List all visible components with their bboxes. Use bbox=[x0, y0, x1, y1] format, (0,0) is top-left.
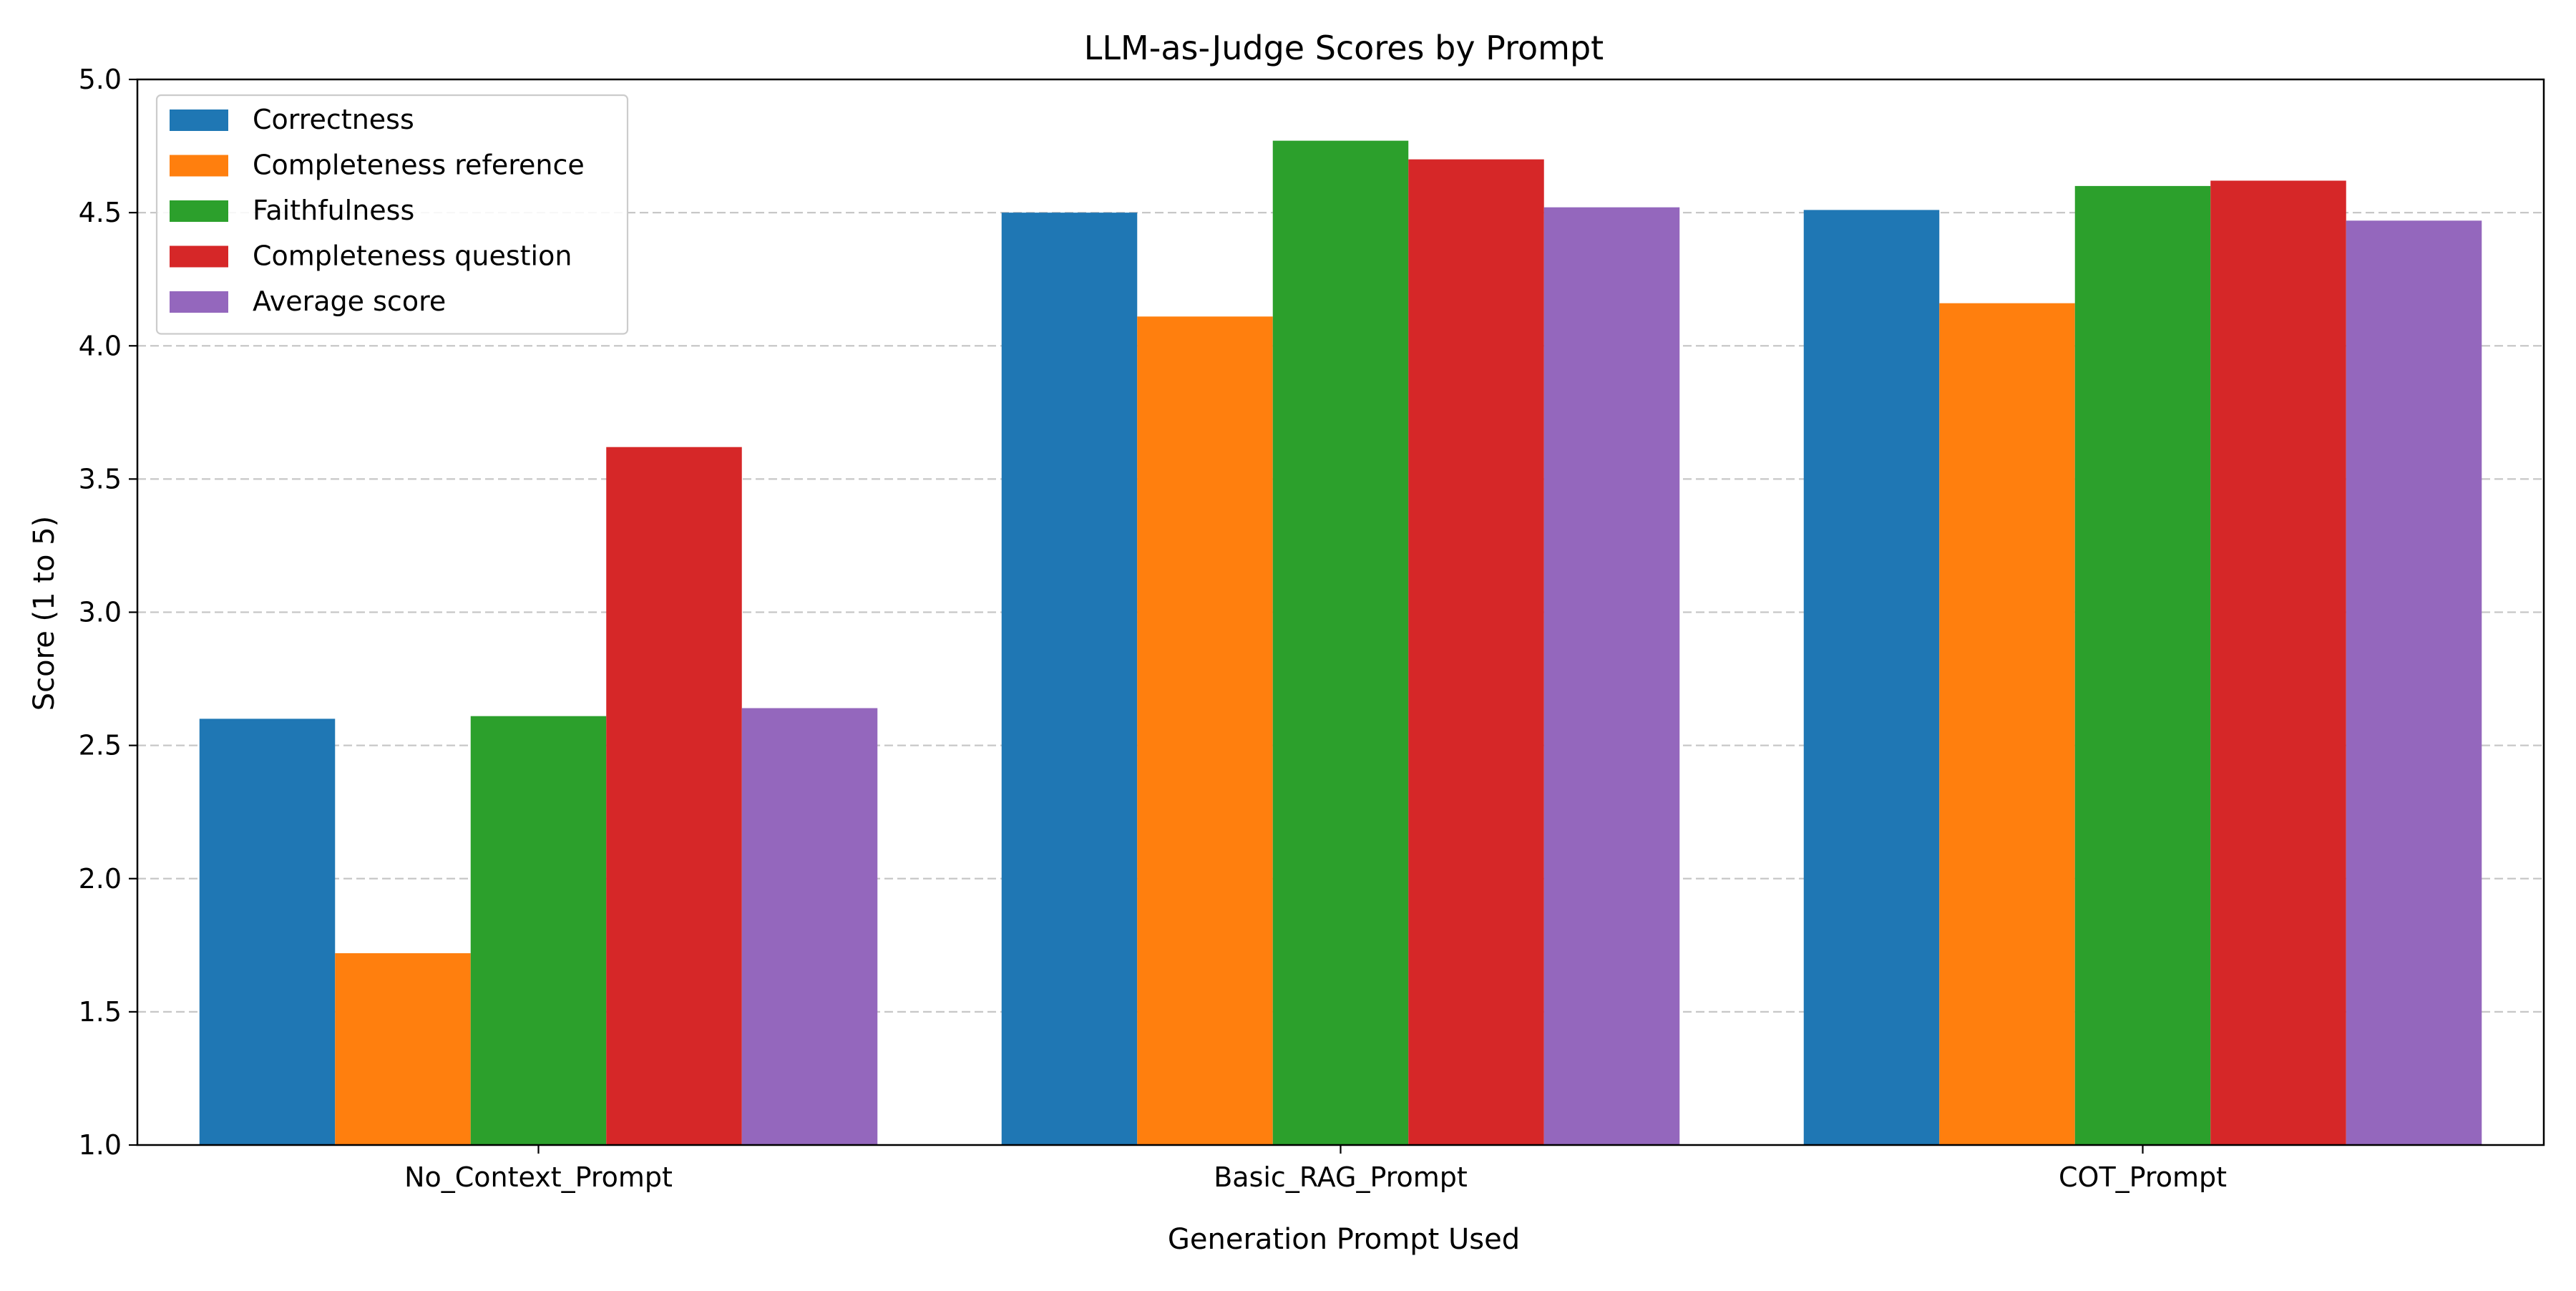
y-tick-label: 4.5 bbox=[79, 197, 122, 228]
bar-faithfulness-no-context-prompt bbox=[470, 716, 607, 1145]
bar-faithfulness-basic-rag-prompt bbox=[1272, 140, 1409, 1146]
y-tick-label: 2.5 bbox=[79, 730, 122, 761]
chart-title: LLM-as-Judge Scores by Prompt bbox=[1084, 29, 1604, 67]
y-axis-ticks: 1.0 1.5 2.0 2.5 3.0 3.5 4.0 4.5 5.0 bbox=[79, 64, 137, 1161]
legend-label: Completeness reference bbox=[253, 150, 585, 181]
bar-completeness-question-no-context-prompt bbox=[606, 447, 742, 1145]
y-tick-label: 3.0 bbox=[79, 597, 122, 628]
legend-swatch bbox=[170, 155, 228, 177]
bar-completeness-question-cot-prompt bbox=[2210, 180, 2346, 1146]
y-axis-label: Score (1 to 5) bbox=[28, 516, 61, 711]
x-axis-label: Generation Prompt Used bbox=[1168, 1223, 1520, 1256]
legend-label: Completeness question bbox=[253, 240, 572, 272]
y-tick-label: 3.5 bbox=[79, 463, 122, 495]
y-tick-label: 1.0 bbox=[79, 1129, 122, 1161]
legend: Correctness Completeness reference Faithfu… bbox=[155, 94, 629, 335]
bar-average-score-basic-rag-prompt bbox=[1543, 207, 1680, 1146]
bars bbox=[199, 140, 2482, 1146]
y-tick-label: 1.5 bbox=[79, 996, 122, 1028]
bar-faithfulness-cot-prompt bbox=[2074, 185, 2211, 1145]
y-tick-label: 4.0 bbox=[79, 330, 122, 361]
legend-box bbox=[155, 94, 629, 335]
x-axis-ticks: No_Context_Prompt Basic_RAG_Prompt COT_Pro… bbox=[404, 1145, 2227, 1193]
y-tick-label: 5.0 bbox=[79, 64, 122, 95]
legend-swatch bbox=[170, 291, 228, 313]
legend-swatch bbox=[170, 109, 228, 131]
legend-swatch bbox=[170, 245, 228, 268]
y-tick-label: 2.0 bbox=[79, 863, 122, 895]
bar-completeness-reference-basic-rag-prompt bbox=[1137, 316, 1273, 1145]
bar-completeness-reference-no-context-prompt bbox=[335, 953, 471, 1145]
bar-correctness-basic-rag-prompt bbox=[1001, 213, 1138, 1145]
legend-label: Correctness bbox=[253, 104, 414, 135]
bar-completeness-question-basic-rag-prompt bbox=[1408, 159, 1544, 1145]
legend-label: Average score bbox=[253, 286, 446, 317]
bar-average-score-cot-prompt bbox=[2346, 220, 2482, 1146]
bar-correctness-cot-prompt bbox=[1803, 210, 1940, 1146]
x-tick-label: COT_Prompt bbox=[2059, 1161, 2227, 1193]
legend-label: Faithfulness bbox=[253, 195, 414, 226]
bar-average-score-no-context-prompt bbox=[741, 708, 878, 1145]
x-tick-label: Basic_RAG_Prompt bbox=[1214, 1161, 1468, 1193]
bar-completeness-reference-cot-prompt bbox=[1939, 303, 2075, 1146]
x-tick-label: No_Context_Prompt bbox=[404, 1161, 673, 1193]
bar-correctness-no-context-prompt bbox=[199, 718, 336, 1145]
legend-swatch bbox=[170, 200, 228, 222]
